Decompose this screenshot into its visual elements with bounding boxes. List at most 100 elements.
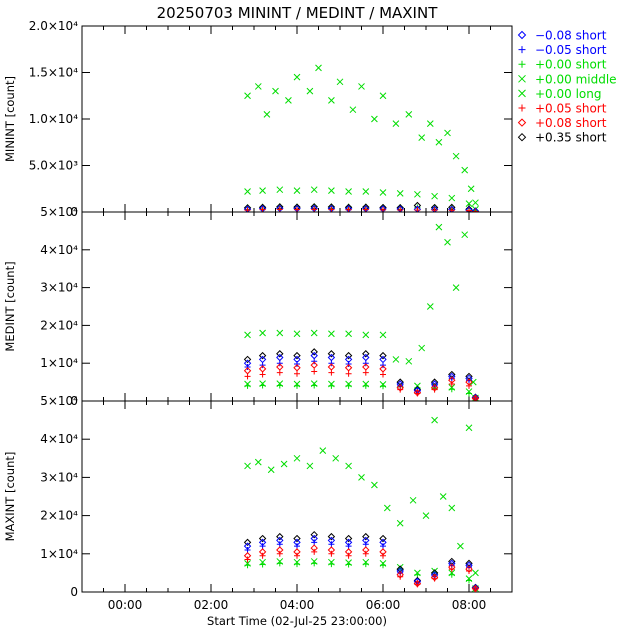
maxint-point [294,543,300,550]
minint-point [465,200,473,207]
maxint-point [422,512,430,519]
medint-point [258,351,267,360]
medint-point [435,223,443,231]
medint-point [310,329,318,337]
minint-point [293,73,301,81]
minint-point [405,110,413,118]
medint-point [244,373,251,380]
medint-point [311,368,318,375]
maxint-point [472,569,479,577]
minint-point [392,120,400,128]
minint-point [448,194,456,202]
medint-point [259,371,266,378]
maxint-y-tick-label: 0 [70,585,78,599]
medint-point [259,362,266,369]
legend-symbol [517,132,527,142]
minint-point [328,187,335,194]
minint-point [430,205,439,212]
legend-label: +0.08 short [535,116,607,130]
maxint-point [243,538,252,547]
medint-point [311,358,318,365]
minint-point [461,166,469,174]
medint-point [259,382,266,389]
maxint-point [259,561,266,568]
medint-point [293,364,301,372]
minint-point [244,92,251,100]
maxint-point [244,462,251,470]
maxint-y-tick-label: 2×10⁴ [40,509,78,523]
medint-point [380,383,386,390]
minint-y-tick-label: 5.0×10³ [29,159,78,173]
minint-point [276,206,283,212]
medint-point [344,364,353,372]
medint-point [362,382,369,389]
maxint-point [362,541,369,548]
minint-point [328,97,335,104]
legend-label: −0.05 short [535,43,607,57]
maxint-point [380,562,386,569]
maxint-point [371,481,378,489]
x-tick-label: 04:00 [280,598,315,612]
medint-point [444,238,451,246]
minint-point [431,207,438,212]
minint-point [272,87,279,95]
medint-point [311,382,318,389]
medint-point [243,355,252,364]
minint-point [259,187,266,194]
legend-symbol [517,118,527,127]
maxint-point [439,493,447,500]
minint-point [448,207,455,212]
medint-y-tick-label: 1×10⁴ [40,356,78,370]
legend-label: +0.35 short [535,131,607,145]
maxint-y-axis-label: MAXINT [count] [3,452,17,542]
maxint-point [345,552,352,559]
minint-point [431,192,438,200]
medint-point [466,382,472,389]
maxint-point [328,550,335,557]
maxint-point [244,562,251,569]
maxint-point [276,560,283,567]
legend-symbol [518,104,526,112]
minint-point [396,190,404,197]
medint-point [244,363,251,370]
minint-point [254,83,262,90]
medint-point [466,377,472,384]
medint-y-tick-label: 3×10⁴ [40,281,78,295]
medint-point [244,331,251,339]
medint-point [380,362,386,369]
medint-point [397,386,404,393]
medint-point [259,329,266,337]
medint-point [328,330,335,338]
minint-point [285,97,292,104]
medint-point [426,303,434,310]
medint-point [461,231,469,239]
maxint-y-tick-label: 3×10⁴ [40,470,78,484]
medint-points [243,223,480,401]
maxint-point [448,566,455,573]
minint-point [426,120,434,128]
medint-point [345,370,352,377]
minint-point [448,205,456,212]
maxint-point [259,543,266,550]
minint-point [244,207,251,212]
minint-point [452,152,460,160]
minint-point [466,207,472,212]
medint-y-tick-label: 4×10⁴ [40,243,78,257]
medint-point [466,390,472,397]
maxint-y-tick-label: 1×10⁴ [40,547,78,561]
maxint-point [409,496,417,504]
minint-point [293,187,301,194]
legend-label: −0.08 short [535,29,607,43]
medint-point [294,370,300,377]
legend-symbol [518,74,526,83]
medint-point [328,369,335,376]
minint-y-tick-label: 0 [70,205,78,219]
medint-point [310,361,318,369]
medint-point [310,351,318,360]
medint-point [405,357,413,365]
medint-point [345,330,352,338]
minint-point [349,106,357,114]
minint-point [465,205,473,212]
minint-point [310,186,318,194]
